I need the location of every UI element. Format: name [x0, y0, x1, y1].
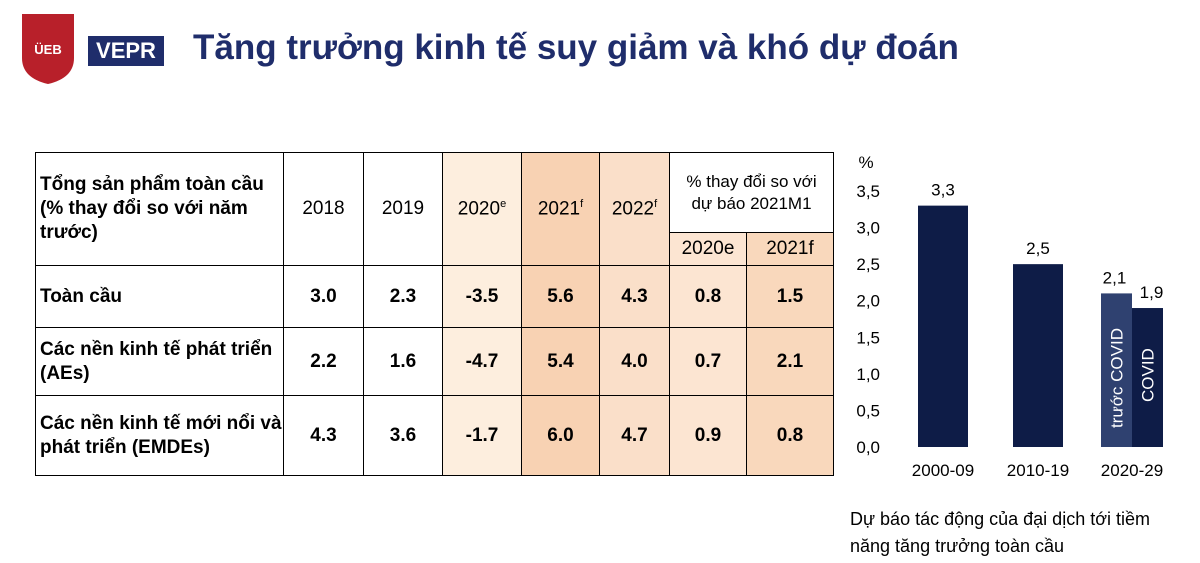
cell: -1.7 [442, 395, 522, 476]
year-header: 2018 [283, 152, 364, 266]
logo-vepr: VEPR [88, 36, 164, 66]
cell: 4.0 [599, 327, 670, 396]
table-row: Các nền kinh tế phát triển (AEs) 2.2 1.6 -4… [35, 327, 834, 396]
cell: -3.5 [442, 265, 522, 328]
table-row: Các nền kinh tế mới nổi và phát triển (E… [35, 395, 834, 476]
y-tick-label: 0,0 [856, 438, 880, 457]
row-label: Toàn cầu [35, 265, 284, 328]
year-sup: f [580, 197, 584, 210]
y-tick-label: 2,5 [856, 255, 880, 274]
row-label: Các nền kinh tế phát triển (AEs) [35, 327, 284, 396]
value-label: 2,1 [1103, 268, 1127, 287]
bar [918, 205, 968, 447]
cell: -4.7 [442, 327, 522, 396]
value-label: 3,3 [931, 181, 955, 200]
caption: Dự báo tác động của đại dịch tới tiềm nă… [850, 509, 1151, 556]
row-label: Các nền kinh tế mới nổi và phát triển (E… [35, 395, 284, 476]
year-header: 2020e [442, 152, 522, 266]
cell: 4.3 [599, 265, 670, 328]
y-tick-label: 1,0 [856, 365, 880, 384]
year: 2020 [457, 198, 501, 220]
corner-header: Tổng sản phẩm toàn cầu (% thay đổi so vớ… [35, 152, 284, 266]
table-row: Toàn cầu 3.0 2.3 -3.5 5.6 4.3 0.8 1.5 [35, 265, 834, 328]
y-tick-label: 2,0 [856, 292, 880, 311]
cell: 2.1 [746, 327, 834, 396]
year-sup: f [654, 197, 658, 210]
bar [1013, 264, 1063, 447]
bar [1101, 293, 1132, 447]
y-tick-label: 0,5 [856, 401, 880, 420]
y-tick-label: 3,5 [856, 182, 880, 201]
cell: 1.5 [746, 265, 834, 328]
cell: 1.6 [363, 327, 443, 396]
logo-text: ÜEB [34, 42, 61, 57]
year: 2022 [611, 198, 655, 220]
cell: 3.6 [363, 395, 443, 476]
year: 2021 [537, 198, 581, 220]
value-label: 1,9 [1140, 283, 1164, 302]
bar-series-label: trước COVID [1108, 328, 1127, 428]
x-tick-label: 2020-29 [1101, 461, 1163, 480]
bar-series-label: COVID [1139, 348, 1158, 402]
cell: 5.6 [521, 265, 600, 328]
year: 2019 [381, 198, 425, 219]
cell: 2.2 [283, 327, 364, 396]
cell: 3.0 [283, 265, 364, 328]
y-axis-label: % [858, 153, 873, 172]
cell: 0.9 [669, 395, 747, 476]
x-tick-label: 2010-19 [1007, 461, 1069, 480]
cell: 5.4 [521, 327, 600, 396]
cell: 6.0 [521, 395, 600, 476]
value-label: 2,5 [1026, 239, 1050, 258]
y-tick-label: 3,0 [856, 219, 880, 238]
change-header: 2020e [669, 232, 747, 266]
cell: 0.8 [746, 395, 834, 476]
logo-shield: ÜEB [22, 14, 74, 84]
bar [1132, 308, 1163, 447]
cell: 2.3 [363, 265, 443, 328]
cell: 0.7 [669, 327, 747, 396]
year-header: 2022f [599, 152, 670, 266]
y-tick-label: 1,5 [856, 328, 880, 347]
change-group-header: % thay đổi so với dự báo 2021M1 [669, 152, 834, 233]
x-tick-label: 2000-09 [912, 461, 974, 480]
year-header: 2019 [363, 152, 443, 266]
cell: 0.8 [669, 265, 747, 328]
change-header: 2021f [746, 232, 834, 266]
year-sup: e [500, 197, 507, 210]
gdp-table: Tổng sản phẩm toàn cầu (% thay đổi so vớ… [35, 152, 834, 476]
cell: 4.3 [283, 395, 364, 476]
title: Tăng trưởng kinh tế suy giảm và khó dự đ… [193, 28, 959, 67]
year: 2018 [302, 198, 345, 219]
